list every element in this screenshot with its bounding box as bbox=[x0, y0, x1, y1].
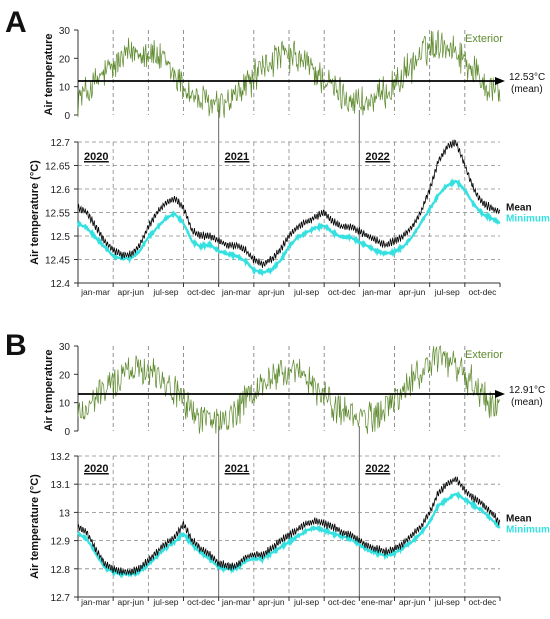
x-tick-label: jul-sep bbox=[152, 597, 178, 607]
exterior-label: Exterior bbox=[465, 349, 503, 361]
exterior-series-line bbox=[77, 29, 501, 118]
mean-value-label: 12.91°C bbox=[509, 385, 545, 396]
x-tick-label: jul-sep bbox=[293, 287, 319, 297]
bottom-y-tick-label: 12.7 bbox=[51, 138, 71, 149]
minimum-legend-label: Minimum bbox=[506, 525, 550, 536]
x-tick-label: oct-dec bbox=[328, 287, 357, 297]
x-tick-label: oct-dec bbox=[328, 597, 357, 607]
minimum-series-line bbox=[76, 177, 501, 277]
bottom-y-tick-label: 12.65 bbox=[45, 162, 70, 173]
x-tick-label: jan-mar bbox=[362, 287, 392, 297]
mean-sub-label: (mean) bbox=[511, 84, 543, 95]
x-tick-label: oct-dec bbox=[468, 597, 497, 607]
x-tick-label: oct-dec bbox=[187, 597, 216, 607]
bottom-y-tick-label: 12.45 bbox=[45, 256, 70, 267]
x-tick-label: jul-sep bbox=[152, 287, 178, 297]
bottom-y-tick-label: 13 bbox=[59, 508, 71, 519]
year-label: 2021 bbox=[225, 463, 249, 475]
bottom-y-axis-label: Air temperature (°C) bbox=[29, 160, 41, 265]
x-tick-label: jul-sep bbox=[434, 287, 460, 297]
top-y-tick-label: 20 bbox=[59, 370, 71, 381]
top-y-tick-label: 0 bbox=[64, 427, 70, 438]
x-tick-label: jan-mar bbox=[221, 597, 251, 607]
x-tick-label: apr-jun bbox=[399, 597, 426, 607]
x-tick-label: apr-jun bbox=[118, 287, 145, 297]
bottom-y-axis-label: Air temperature (°C) bbox=[29, 474, 41, 579]
x-tick-label: ene-mar bbox=[361, 597, 393, 607]
bottom-y-tick-label: 12.9 bbox=[51, 537, 71, 548]
x-tick-label: apr-jun bbox=[118, 597, 145, 607]
mean-series-line bbox=[77, 139, 501, 268]
panel-letter: A bbox=[5, 6, 27, 39]
x-tick-label: jan-mar bbox=[80, 597, 110, 607]
exterior-series-line bbox=[77, 345, 501, 434]
bottom-y-tick-label: 12.4 bbox=[51, 279, 71, 290]
top-y-tick-label: 30 bbox=[59, 26, 71, 37]
minimum-legend-label: Minimum bbox=[506, 214, 550, 225]
panel-letter: B bbox=[5, 329, 27, 362]
x-tick-label: jan-mar bbox=[80, 287, 110, 297]
top-y-tick-label: 30 bbox=[59, 342, 71, 353]
top-y-tick-label: 10 bbox=[59, 399, 71, 410]
bottom-y-tick-label: 13.1 bbox=[51, 480, 71, 491]
x-tick-label: oct-dec bbox=[187, 287, 216, 297]
x-tick-label: apr-jun bbox=[258, 597, 285, 607]
year-label: 2020 bbox=[84, 151, 108, 163]
bottom-y-tick-label: 12.7 bbox=[51, 593, 71, 604]
bottom-y-tick-label: 12.5 bbox=[51, 232, 71, 243]
panel-b: B 0 10 20 30 Air temperature Exterior 12.91°C(m… bbox=[5, 329, 550, 607]
x-tick-label: oct-dec bbox=[468, 287, 497, 297]
bottom-y-tick-label: 12.55 bbox=[45, 209, 70, 220]
year-label: 2022 bbox=[365, 151, 389, 163]
x-tick-label: apr-jun bbox=[258, 287, 285, 297]
top-y-tick-label: 20 bbox=[59, 54, 71, 65]
year-label: 2020 bbox=[84, 463, 108, 475]
bottom-y-tick-label: 12.8 bbox=[51, 565, 71, 576]
panel-a: A 0 10 20 30 Air temperature Exterior 12.53°C(m… bbox=[5, 6, 550, 297]
mean-arrow-head bbox=[495, 390, 505, 398]
x-tick-label: jul-sep bbox=[434, 597, 460, 607]
top-y-axis-label: Air temperature bbox=[43, 34, 55, 116]
mean-legend-label: Mean bbox=[506, 514, 532, 525]
x-tick-label: apr-jun bbox=[399, 287, 426, 297]
exterior-label: Exterior bbox=[465, 33, 503, 45]
x-tick-label: jul-sep bbox=[293, 597, 319, 607]
bottom-y-tick-label: 13.2 bbox=[51, 452, 71, 463]
top-y-axis-label: Air temperature bbox=[43, 350, 55, 432]
bottom-y-tick-label: 12.6 bbox=[51, 185, 71, 196]
mean-arrow-head bbox=[495, 77, 505, 85]
mean-series-line bbox=[77, 476, 501, 576]
x-tick-label: jan-mar bbox=[221, 287, 251, 297]
mean-sub-label: (mean) bbox=[511, 397, 543, 408]
minimum-series-line bbox=[76, 491, 501, 579]
year-label: 2021 bbox=[225, 151, 249, 163]
year-label: 2022 bbox=[365, 463, 389, 475]
top-y-tick-label: 10 bbox=[59, 83, 71, 94]
mean-legend-label: Mean bbox=[506, 203, 532, 214]
mean-value-label: 12.53°C bbox=[509, 72, 545, 83]
top-y-tick-label: 0 bbox=[64, 111, 70, 122]
